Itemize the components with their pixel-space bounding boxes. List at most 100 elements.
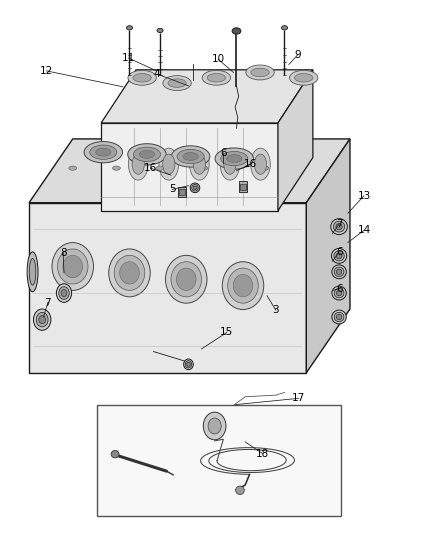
- Ellipse shape: [226, 155, 242, 163]
- Ellipse shape: [334, 251, 344, 261]
- Ellipse shape: [184, 359, 193, 369]
- Ellipse shape: [39, 316, 46, 324]
- Text: 6: 6: [220, 148, 227, 158]
- Text: 6: 6: [336, 247, 343, 256]
- Ellipse shape: [192, 184, 198, 191]
- Ellipse shape: [57, 249, 88, 284]
- Ellipse shape: [127, 26, 133, 30]
- Ellipse shape: [177, 268, 196, 290]
- Ellipse shape: [52, 243, 93, 290]
- Text: 16: 16: [244, 159, 257, 169]
- Bar: [240, 183, 246, 190]
- Text: 13: 13: [357, 191, 371, 201]
- Text: 3: 3: [272, 305, 279, 315]
- Ellipse shape: [61, 289, 67, 297]
- Ellipse shape: [207, 74, 226, 82]
- Ellipse shape: [336, 269, 342, 274]
- Ellipse shape: [69, 166, 77, 170]
- Ellipse shape: [157, 28, 163, 33]
- Ellipse shape: [332, 265, 346, 279]
- Text: 6: 6: [336, 284, 343, 294]
- Ellipse shape: [254, 154, 267, 174]
- Ellipse shape: [166, 255, 207, 303]
- Ellipse shape: [215, 148, 254, 169]
- Ellipse shape: [221, 151, 248, 166]
- Polygon shape: [29, 203, 306, 373]
- Ellipse shape: [27, 252, 38, 292]
- Bar: [97, 405, 341, 516]
- Ellipse shape: [156, 166, 164, 170]
- Text: 15: 15: [220, 327, 233, 337]
- Ellipse shape: [133, 74, 151, 82]
- Ellipse shape: [202, 70, 230, 85]
- Ellipse shape: [139, 150, 155, 158]
- Ellipse shape: [246, 65, 274, 80]
- Ellipse shape: [200, 166, 208, 170]
- Ellipse shape: [163, 76, 191, 91]
- Ellipse shape: [29, 259, 36, 285]
- Polygon shape: [278, 70, 313, 211]
- Ellipse shape: [336, 224, 342, 230]
- Ellipse shape: [177, 149, 204, 164]
- Ellipse shape: [333, 221, 345, 232]
- Ellipse shape: [159, 148, 179, 180]
- Polygon shape: [29, 139, 350, 203]
- Ellipse shape: [251, 68, 269, 77]
- Ellipse shape: [251, 148, 270, 180]
- Ellipse shape: [36, 312, 48, 327]
- Ellipse shape: [190, 148, 209, 180]
- Text: 16: 16: [144, 163, 157, 173]
- Bar: [177, 187, 186, 197]
- Text: 7: 7: [336, 219, 343, 229]
- Ellipse shape: [111, 450, 119, 458]
- Ellipse shape: [168, 79, 186, 87]
- Ellipse shape: [114, 255, 145, 290]
- Text: 8: 8: [60, 248, 67, 258]
- Ellipse shape: [90, 145, 117, 159]
- Ellipse shape: [162, 154, 175, 174]
- Ellipse shape: [171, 262, 201, 297]
- Ellipse shape: [134, 147, 160, 161]
- Ellipse shape: [334, 267, 344, 277]
- Ellipse shape: [332, 286, 346, 300]
- Ellipse shape: [132, 154, 145, 174]
- Text: 17: 17: [292, 393, 305, 403]
- Ellipse shape: [109, 249, 150, 297]
- Ellipse shape: [113, 166, 120, 170]
- Polygon shape: [101, 123, 278, 211]
- Ellipse shape: [183, 152, 198, 160]
- Text: 12: 12: [40, 66, 53, 76]
- Ellipse shape: [203, 412, 226, 440]
- Ellipse shape: [128, 148, 148, 180]
- Bar: [179, 189, 184, 195]
- Polygon shape: [306, 139, 350, 373]
- Ellipse shape: [261, 166, 269, 170]
- Bar: [239, 181, 247, 192]
- Ellipse shape: [128, 144, 166, 165]
- Ellipse shape: [95, 148, 111, 156]
- Ellipse shape: [332, 248, 347, 263]
- Ellipse shape: [233, 274, 253, 297]
- Ellipse shape: [236, 486, 244, 495]
- Ellipse shape: [187, 362, 190, 366]
- Ellipse shape: [33, 309, 51, 330]
- Ellipse shape: [190, 183, 200, 192]
- Text: 14: 14: [357, 225, 371, 236]
- Polygon shape: [101, 70, 313, 123]
- Ellipse shape: [334, 312, 344, 322]
- Ellipse shape: [336, 290, 342, 296]
- Ellipse shape: [84, 142, 123, 163]
- Ellipse shape: [331, 219, 347, 235]
- Ellipse shape: [232, 28, 241, 34]
- Ellipse shape: [120, 262, 139, 284]
- Ellipse shape: [193, 154, 205, 174]
- Ellipse shape: [220, 148, 240, 180]
- Ellipse shape: [171, 146, 210, 167]
- Ellipse shape: [332, 310, 346, 324]
- Ellipse shape: [294, 74, 313, 82]
- Text: 9: 9: [294, 50, 301, 60]
- Ellipse shape: [185, 361, 192, 368]
- Ellipse shape: [224, 154, 236, 174]
- Text: 11: 11: [122, 53, 135, 63]
- Ellipse shape: [228, 268, 258, 303]
